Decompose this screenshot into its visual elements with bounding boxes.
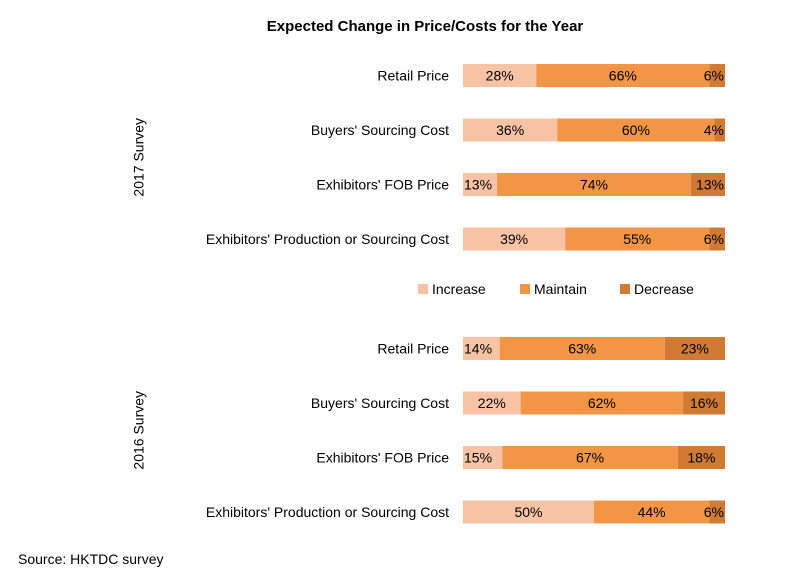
bar-segment-decrease [683,391,725,415]
data-label: 74% [580,177,608,193]
data-label: 66% [609,68,637,84]
bar-segment-maintain [520,391,684,415]
data-label: 22% [478,395,506,411]
bar-segment-maintain [499,337,665,360]
data-label: 23% [681,341,709,357]
bar-segment-increase [463,337,500,360]
group-label: 2017 Survey [131,118,147,197]
bar-segment-maintain [557,118,715,142]
bar-segment-increase [463,391,521,415]
data-label: 28% [486,68,514,84]
bar-segment-maintain [565,227,710,251]
bar-segment-decrease [709,227,725,251]
bar-segment-decrease [709,64,725,87]
data-label: 55% [623,231,651,247]
data-label: 13% [464,177,492,193]
data-label: 67% [576,450,604,466]
survey-group: 2016 Survey Retail Price 14% 63% 23% Buyers' … [131,337,725,524]
category-label: Exhibitors' FOB Price [316,177,449,193]
bar-segment-maintain [536,64,710,87]
data-label: 4% [704,122,724,138]
bar-segment-increase [463,500,594,524]
data-label: 63% [568,341,596,357]
bar-segment-increase [463,446,503,469]
legend: Increase Maintain Decrease [418,281,694,297]
legend-swatch-decrease [620,284,630,294]
data-label: 62% [588,395,616,411]
bar-segment-increase [463,64,537,87]
data-label: 44% [638,504,666,520]
category-label: Exhibitors' Production or Sourcing Cost [206,504,449,520]
legend-swatch-increase [418,284,428,294]
category-label: Exhibitors' Production or Sourcing Cost [206,231,449,247]
category-label: Exhibitors' FOB Price [316,450,449,466]
legend-label: Decrease [634,281,694,297]
data-label: 50% [514,504,542,520]
data-label: 6% [704,504,724,520]
data-label: 18% [687,450,715,466]
bar-segment-decrease [709,500,725,524]
data-label: 6% [704,68,724,84]
category-label: Buyers' Sourcing Cost [311,395,449,411]
survey-group: 2017 Survey Retail Price 28% 66% 6% Buyers' S… [131,64,725,251]
bar-segment-increase [463,173,498,196]
source-note: Source: HKTDC survey [18,551,163,567]
group-label: 2016 Survey [131,391,147,470]
category-label: Retail Price [377,68,449,84]
legend-label: Maintain [534,281,587,297]
data-label: 13% [696,177,724,193]
category-label: Retail Price [377,341,449,357]
bar-segment-increase [463,118,558,142]
chart-title: Expected Change in Price/Costs for the Y… [267,18,584,35]
bar-segment-maintain [497,173,691,196]
legend-label: Increase [432,281,486,297]
data-label: 39% [500,231,528,247]
data-label: 6% [704,231,724,247]
category-label: Buyers' Sourcing Cost [311,122,449,138]
data-label: 36% [496,122,524,138]
data-label: 16% [690,395,718,411]
bar-segment-maintain [594,500,710,524]
legend-swatch-maintain [520,284,530,294]
data-label: 14% [464,341,492,357]
bar-segment-decrease [690,173,725,196]
bar-segment-increase [463,227,566,251]
bar-segment-decrease [664,337,725,360]
bar-segment-decrease [714,118,725,142]
bar-segment-maintain [502,446,678,469]
data-label: 15% [464,450,492,466]
data-label: 60% [622,122,650,138]
bar-segment-decrease [677,446,725,469]
